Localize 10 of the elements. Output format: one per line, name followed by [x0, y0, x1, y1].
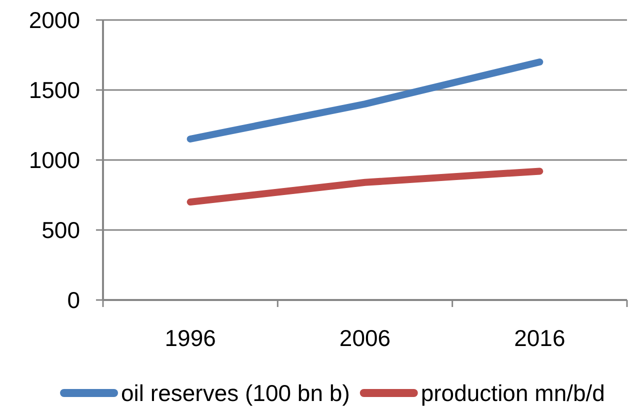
y-tick-label: 0 [67, 287, 80, 313]
y-tick-label: 1000 [28, 147, 80, 173]
legend-label: production mn/b/d [420, 380, 605, 406]
x-tick-label: 2006 [339, 325, 391, 351]
y-tick-label: 2000 [28, 7, 80, 33]
y-tick-label: 500 [42, 217, 80, 243]
y-tick-label: 1500 [28, 77, 80, 103]
x-tick-label: 2016 [514, 325, 566, 351]
legend-label: oil reserves (100 bn b) [121, 380, 350, 406]
x-tick-label: 1996 [164, 325, 216, 351]
